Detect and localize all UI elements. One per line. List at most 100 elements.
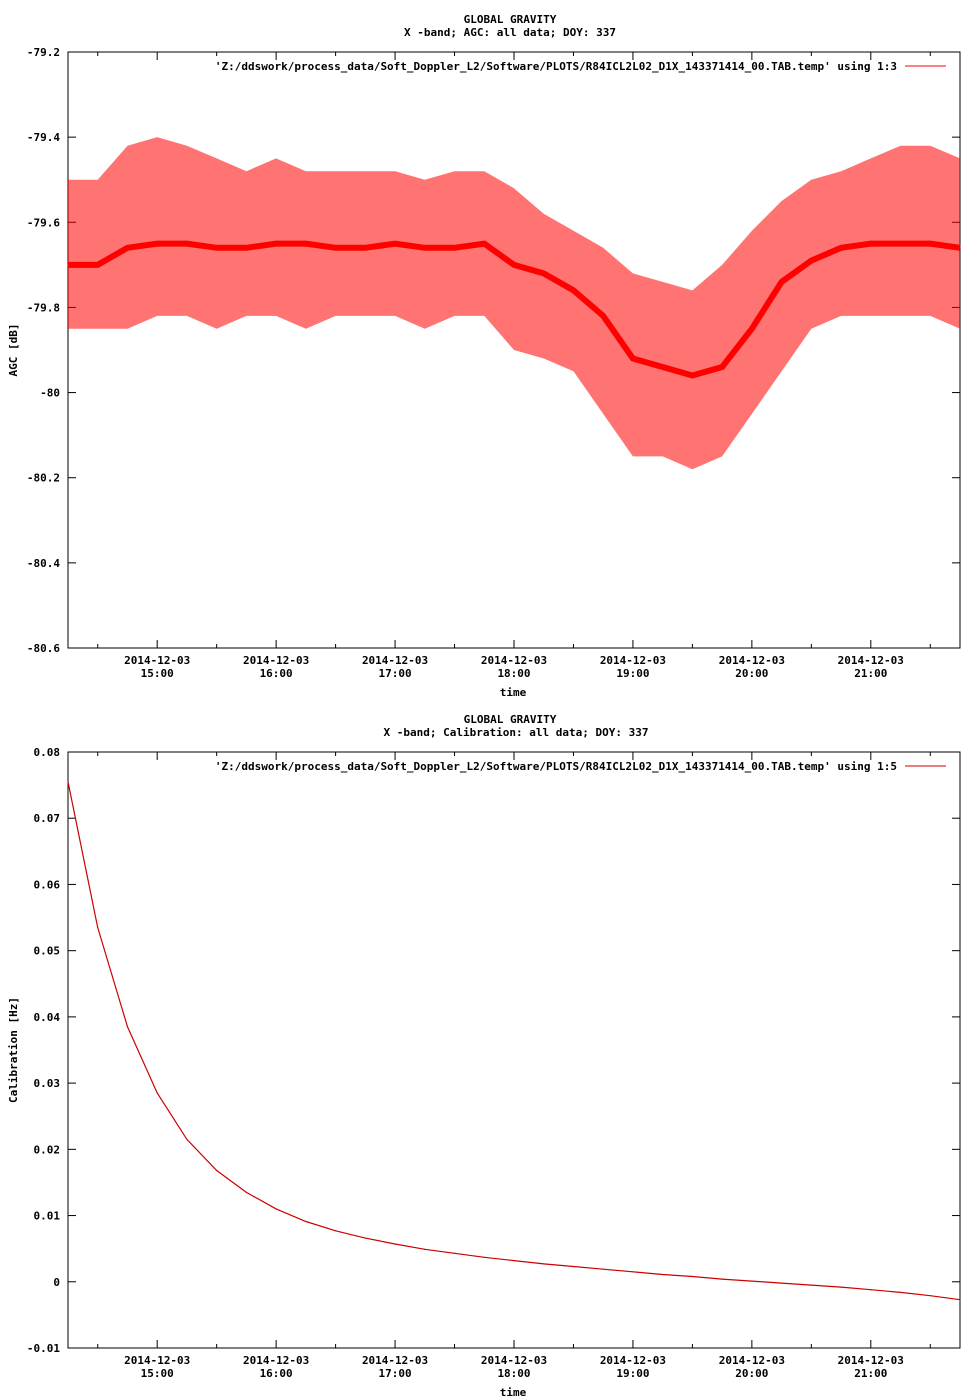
- data-point: [513, 1259, 515, 1262]
- x-tick-date: 2014-12-03: [124, 1354, 190, 1367]
- data-point: [245, 1191, 247, 1193]
- data-point: [602, 1268, 604, 1270]
- series-group: [67, 137, 961, 470]
- x-tick-time: 16:00: [260, 667, 293, 680]
- y-tick-label: -79.8: [27, 301, 60, 314]
- data-point: [781, 281, 783, 283]
- series-group: [67, 781, 961, 1301]
- data-point: [305, 1220, 307, 1223]
- data-point: [870, 1289, 872, 1291]
- y-ticks: 0.08 0.07 0.06 0.05 0.04 0.03 0.02 0.01 0 -0.01: [27, 746, 960, 1355]
- data-point: [543, 1263, 545, 1265]
- data-point: [602, 315, 604, 317]
- x-tick-time: 16:00: [260, 1367, 293, 1380]
- x-tick-date: 2014-12-03: [600, 1354, 666, 1367]
- x-tick-time: 20:00: [735, 667, 768, 680]
- data-point: [721, 366, 723, 368]
- x-tick-date: 2014-12-03: [719, 654, 785, 667]
- x-tick-time: 19:00: [616, 667, 649, 680]
- x-tick-time: 18:00: [497, 1367, 530, 1380]
- data-point: [959, 1299, 961, 1301]
- x-tick-time: 17:00: [379, 1367, 412, 1380]
- data-point: [67, 264, 69, 266]
- data-point: [899, 242, 902, 245]
- y-tick-label: -79.4: [27, 131, 60, 144]
- y-tick-label: 0.01: [34, 1210, 61, 1223]
- data-point: [275, 1208, 277, 1210]
- x-tick-time: 15:00: [141, 667, 174, 680]
- y-tick-label: -79.6: [27, 216, 60, 229]
- legend-label: 'Z:/ddswork/process_data/Soft_Doppler_L2…: [215, 60, 897, 73]
- data-point: [156, 1092, 158, 1094]
- data-point: [394, 242, 396, 245]
- plot-frame: [67, 751, 961, 1349]
- x-tick-date: 2014-12-03: [600, 654, 666, 667]
- data-point: [929, 1295, 931, 1297]
- chart-title: GLOBAL GRAVITY: [464, 13, 557, 26]
- x-ticks: 2014-12-0315:002014-12-0316:002014-12-03…: [97, 752, 931, 1380]
- y-tick-label: -0.01: [27, 1342, 60, 1355]
- data-point: [424, 1248, 426, 1250]
- data-point: [216, 247, 218, 249]
- data-point: [959, 247, 961, 249]
- x-tick-date: 2014-12-03: [362, 654, 428, 667]
- data-point: [156, 242, 158, 245]
- x-axis-label: time: [500, 1386, 527, 1399]
- data-point: [513, 264, 515, 266]
- y-axis-label: AGC [dB]: [7, 324, 20, 377]
- data-point: [572, 1265, 575, 1268]
- y-tick-label: 0.05: [34, 945, 61, 958]
- calibration-chart: GLOBAL GRAVITY X -band; Calibration: all…: [7, 713, 961, 1399]
- data-point: [572, 289, 575, 291]
- x-ticks: 2014-12-0315:002014-12-0316:002014-12-03…: [97, 52, 931, 680]
- data-point: [483, 242, 485, 245]
- data-point: [929, 242, 931, 245]
- x-tick-date: 2014-12-03: [838, 654, 904, 667]
- data-point: [335, 1230, 337, 1232]
- legend-label: 'Z:/ddswork/process_data/Soft_Doppler_L2…: [215, 760, 897, 773]
- y-tick-label: -80.6: [27, 642, 60, 655]
- data-point: [751, 328, 753, 330]
- x-tick-date: 2014-12-03: [838, 1354, 904, 1367]
- data-point: [97, 264, 99, 266]
- y-tick-label: -79.2: [27, 46, 60, 59]
- data-point: [632, 1271, 634, 1273]
- y-tick-label: -80.2: [27, 472, 60, 485]
- x-tick-date: 2014-12-03: [481, 1354, 547, 1367]
- data-point: [691, 1275, 694, 1278]
- data-point: [662, 366, 664, 368]
- data-point: [899, 1291, 902, 1293]
- x-tick-date: 2014-12-03: [243, 654, 309, 667]
- y-tick-label: 0.03: [34, 1077, 61, 1090]
- data-point: [126, 247, 129, 249]
- series-line: [67, 781, 961, 1301]
- data-point: [483, 1256, 485, 1258]
- x-tick-time: 18:00: [497, 667, 530, 680]
- data-point: [810, 260, 812, 262]
- data-point: [245, 247, 247, 249]
- x-tick-time: 21:00: [854, 1367, 887, 1380]
- data-point: [453, 1252, 456, 1254]
- y-axis-label: Calibration [Hz]: [7, 997, 20, 1103]
- data-point: [186, 242, 188, 245]
- series-spread-band: [68, 137, 960, 470]
- data-point: [751, 1280, 753, 1282]
- x-tick-date: 2014-12-03: [243, 1354, 309, 1367]
- x-tick-time: 15:00: [141, 1367, 174, 1380]
- data-point: [810, 1284, 812, 1286]
- y-tick-label: 0.08: [34, 746, 61, 759]
- chart-title: GLOBAL GRAVITY: [464, 713, 557, 726]
- y-tick-label: 0.07: [34, 812, 61, 825]
- data-point: [67, 781, 69, 783]
- x-tick-time: 17:00: [379, 667, 412, 680]
- data-point: [364, 247, 366, 249]
- x-tick-time: 20:00: [735, 1367, 768, 1380]
- x-tick-date: 2014-12-03: [362, 1354, 428, 1367]
- y-tick-label: 0.06: [34, 878, 61, 891]
- data-point: [840, 1286, 842, 1288]
- y-tick-label: -80: [40, 387, 60, 400]
- data-point: [305, 242, 307, 245]
- y-tick-label: 0.04: [34, 1011, 61, 1024]
- y-ticks: -79.2 -79.4 -79.6 -79.8 -80 -80.2 -80.4 -80.6: [27, 46, 960, 655]
